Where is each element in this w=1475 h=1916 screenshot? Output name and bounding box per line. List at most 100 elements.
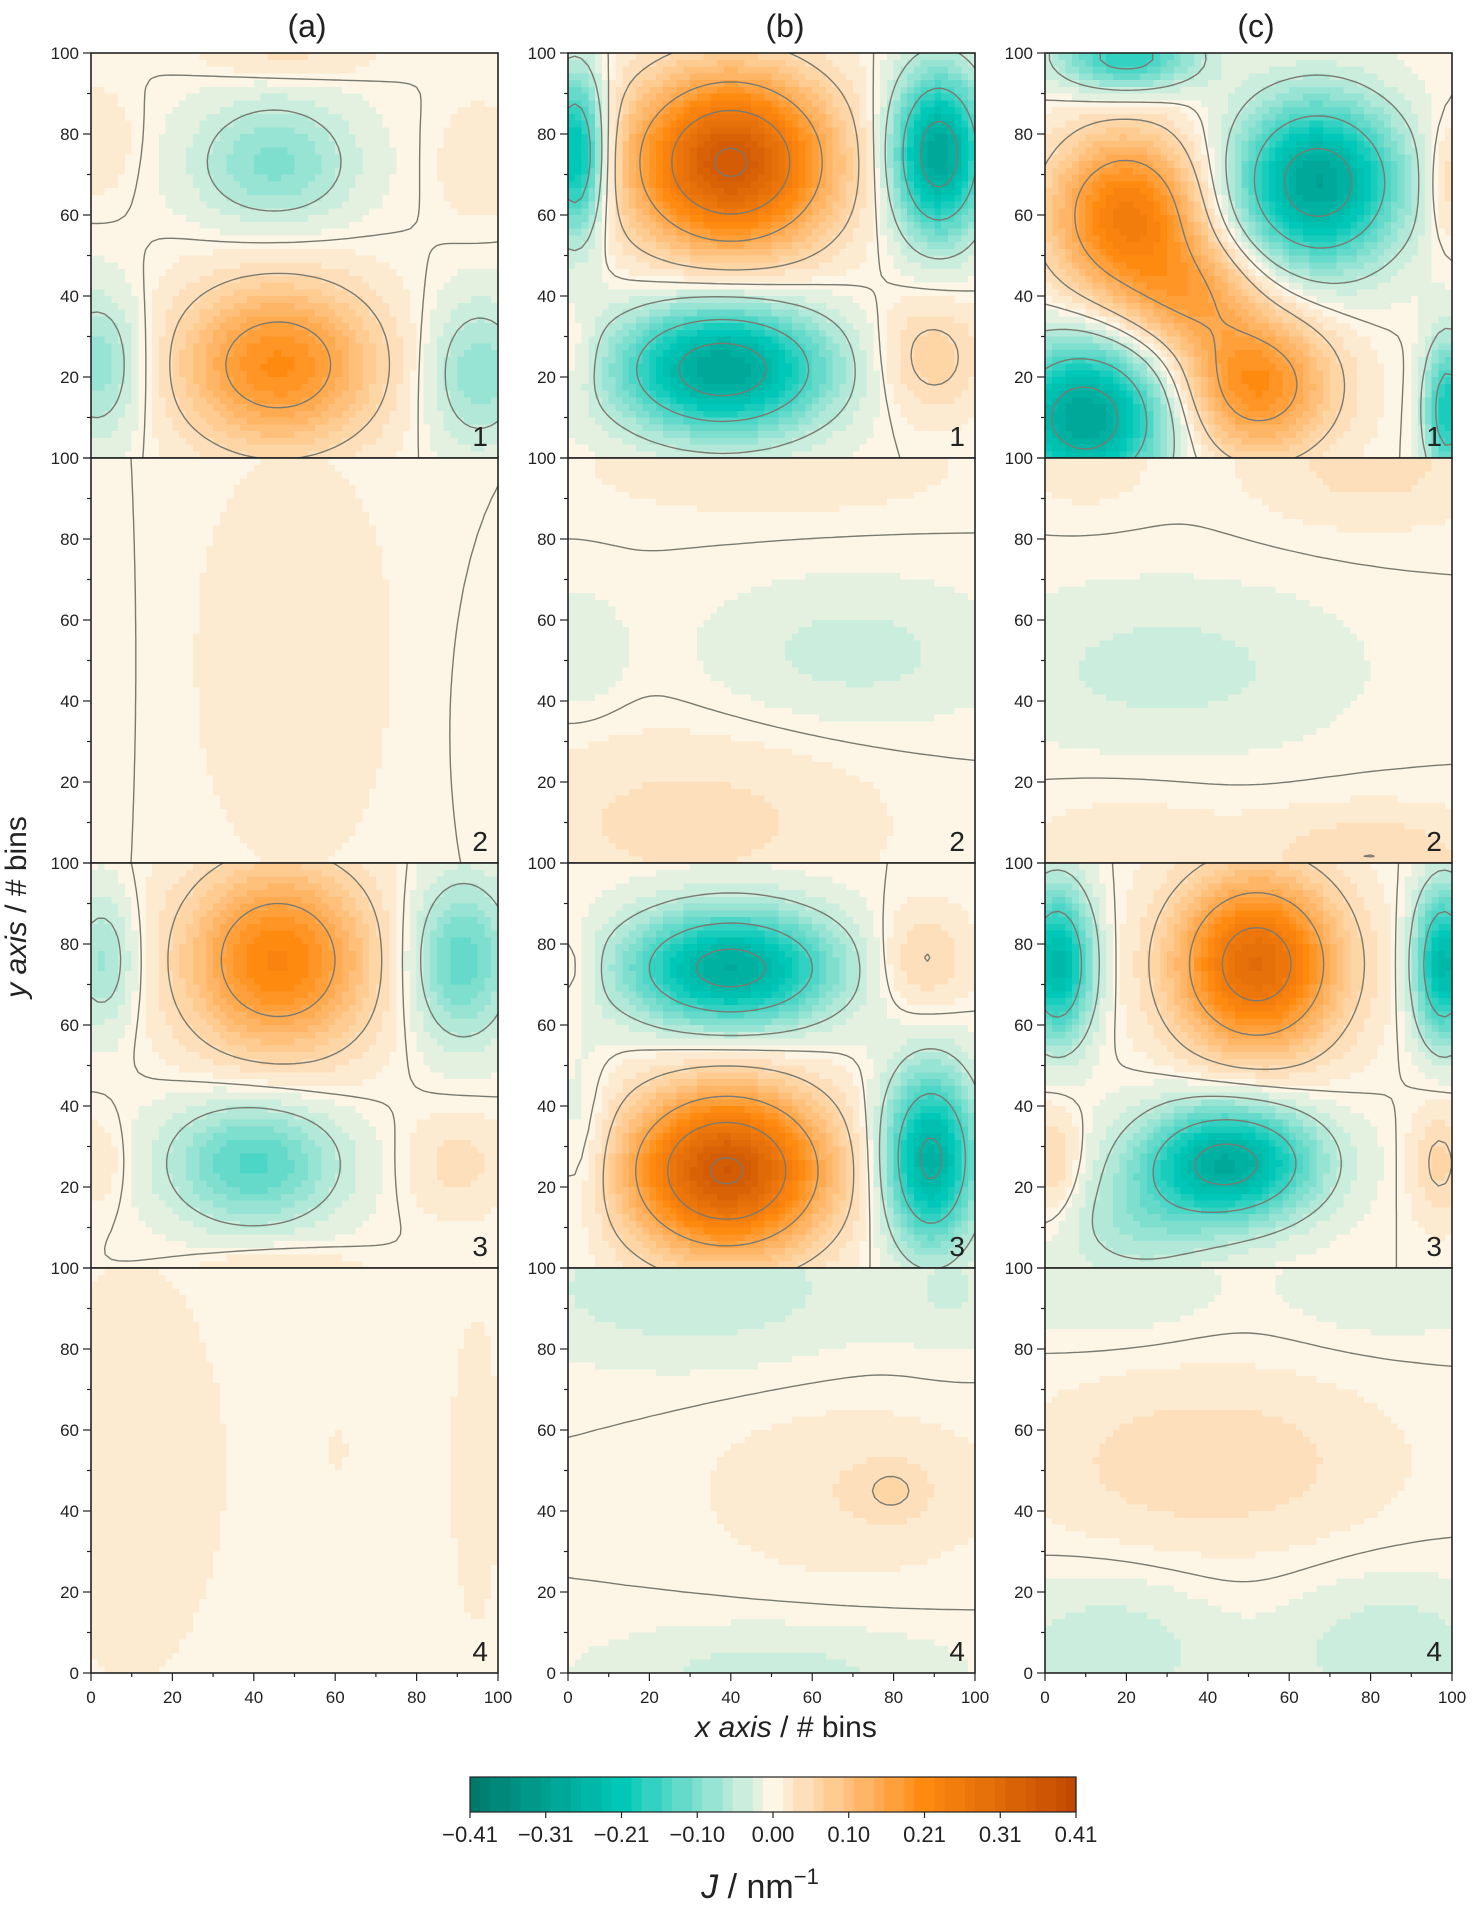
heatmap-cell (396, 478, 403, 485)
heatmap-cell (179, 499, 186, 506)
heatmap-cell (457, 499, 464, 506)
heatmap-cell (349, 134, 356, 141)
heatmap-cell (308, 289, 315, 296)
heatmap-cell (111, 73, 118, 80)
heatmap-cell (186, 208, 193, 215)
heatmap-cell (484, 580, 491, 587)
heatmap-cell (267, 80, 274, 87)
heatmap-cell (356, 107, 363, 114)
heatmap-cell (389, 148, 396, 155)
heatmap-cell (91, 262, 98, 269)
heatmap-cell (322, 566, 329, 573)
heatmap-cell (118, 526, 125, 533)
heatmap-cell (335, 310, 342, 317)
heatmap-cell (233, 141, 240, 148)
heatmap-cell (389, 343, 396, 350)
heatmap-cell (396, 316, 403, 323)
heatmap-cell (91, 553, 98, 560)
heatmap-cell (145, 195, 152, 202)
heatmap-cell (484, 53, 491, 60)
heatmap-cell (200, 114, 207, 121)
heatmap-cell (179, 276, 186, 283)
heatmap-cell (91, 370, 98, 377)
heatmap-cell (288, 121, 295, 128)
heatmap-cell (267, 397, 274, 404)
heatmap-cell (301, 67, 308, 74)
heatmap-cell (451, 87, 458, 94)
heatmap-cell (118, 559, 125, 566)
heatmap-cell (396, 94, 403, 101)
heatmap-cell (193, 397, 200, 404)
heatmap-cell (457, 492, 464, 499)
heatmap-cell (457, 127, 464, 134)
heatmap-cell (328, 323, 335, 330)
heatmap-cell (430, 586, 437, 593)
heatmap-cell (295, 242, 302, 249)
heatmap-cell (396, 343, 403, 350)
heatmap-cell (233, 195, 240, 202)
heatmap-cell (111, 418, 118, 425)
heatmap-cell (206, 458, 213, 465)
heatmap-cell (152, 526, 159, 533)
heatmap-cell (410, 283, 417, 290)
heatmap-cell (227, 438, 234, 445)
heatmap-cell (105, 256, 112, 263)
heatmap-cell (328, 377, 335, 384)
heatmap-cell (132, 445, 139, 452)
heatmap-cell (281, 222, 288, 229)
heatmap-cell (383, 107, 390, 114)
heatmap-cell (315, 499, 322, 506)
heatmap-cell (145, 222, 152, 229)
heatmap-cell (301, 573, 308, 580)
heatmap-cell (383, 188, 390, 195)
heatmap-cell (213, 478, 220, 485)
heatmap-cell (423, 168, 430, 175)
heatmap-cell (430, 310, 437, 317)
heatmap-cell (172, 202, 179, 209)
heatmap-cell (105, 73, 112, 80)
heatmap-cell (301, 222, 308, 229)
heatmap-cell (267, 168, 274, 175)
heatmap-cell (247, 505, 254, 512)
heatmap-cell (172, 492, 179, 499)
heatmap-cell (159, 215, 166, 222)
heatmap-cell (145, 100, 152, 107)
heatmap-cell (138, 229, 145, 236)
heatmap-cell (342, 499, 349, 506)
heatmap-cell (471, 168, 478, 175)
heatmap-cell (457, 289, 464, 296)
heatmap-cell (138, 53, 145, 60)
heatmap-cell (267, 148, 274, 155)
heatmap-cell (186, 53, 193, 60)
heatmap-cell (105, 492, 112, 499)
heatmap-cell (152, 580, 159, 587)
heatmap-cell (132, 94, 139, 101)
heatmap-cell (281, 512, 288, 519)
heatmap-cell (396, 492, 403, 499)
heatmap-cell (281, 195, 288, 202)
heatmap-cell (193, 256, 200, 263)
heatmap-cell (193, 499, 200, 506)
heatmap-cell (281, 539, 288, 546)
heatmap-cell (315, 343, 322, 350)
heatmap-cell (213, 107, 220, 114)
heatmap-cell (261, 553, 268, 560)
heatmap-cell (308, 262, 315, 269)
heatmap-cell (254, 566, 261, 573)
heatmap-cell (213, 546, 220, 553)
heatmap-cell (227, 397, 234, 404)
heatmap-cell (172, 53, 179, 60)
heatmap-cell (240, 370, 247, 377)
heatmap-cell (200, 377, 207, 384)
heatmap-cell (403, 465, 410, 472)
heatmap-cell (152, 154, 159, 161)
heatmap-cell (179, 364, 186, 371)
heatmap-cell (111, 121, 118, 128)
heatmap-cell (261, 559, 268, 566)
heatmap-cell (288, 229, 295, 236)
heatmap-cell (430, 168, 437, 175)
heatmap-cell (396, 161, 403, 168)
heatmap-cell (111, 134, 118, 141)
heatmap-cell (247, 553, 254, 560)
heatmap-cell (132, 357, 139, 364)
